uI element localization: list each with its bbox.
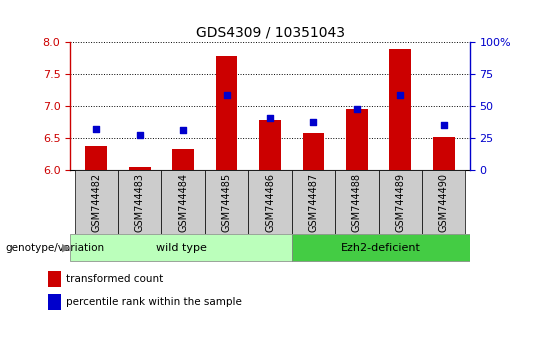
Text: GSM744488: GSM744488 [352,173,362,232]
Text: wild type: wild type [156,243,206,253]
Bar [292,170,335,234]
Bar [335,170,379,234]
Bar [161,170,205,234]
Text: genotype/variation: genotype/variation [5,243,105,253]
Bar [75,170,118,234]
Point [92,126,100,131]
Bar [48,294,61,310]
Point [222,92,231,98]
Bar [259,120,281,170]
Bar [433,137,455,170]
Bar [118,170,161,234]
Text: GSM744487: GSM744487 [308,173,319,232]
Point [309,119,318,125]
Bar [346,109,368,170]
Bar [205,170,248,234]
Bar [85,146,107,170]
Bar [215,57,238,170]
Text: transformed count: transformed count [66,274,164,284]
Bar [129,167,151,170]
Bar [248,170,292,234]
Text: GSM744484: GSM744484 [178,173,188,232]
Bar [172,149,194,170]
Bar [422,170,465,234]
Point [179,127,187,133]
Text: GSM744482: GSM744482 [91,173,102,232]
Text: Ezh2-deficient: Ezh2-deficient [341,243,421,253]
Bar [389,49,411,170]
Bar [70,234,292,261]
Point [353,107,361,112]
Text: GSM744485: GSM744485 [221,173,232,232]
Point [396,92,404,98]
Text: GSM744483: GSM744483 [134,173,145,232]
Bar [379,170,422,234]
Text: percentile rank within the sample: percentile rank within the sample [66,297,242,307]
Point [136,132,144,138]
Text: GSM744486: GSM744486 [265,173,275,232]
Bar [292,234,470,261]
Bar [302,133,325,170]
Text: ▶: ▶ [62,243,71,253]
Bar [48,272,61,287]
Text: GSM744490: GSM744490 [438,173,449,232]
Point [440,122,448,128]
Title: GDS4309 / 10351043: GDS4309 / 10351043 [195,26,345,40]
Point [266,115,274,120]
Text: GSM744489: GSM744489 [395,173,406,232]
